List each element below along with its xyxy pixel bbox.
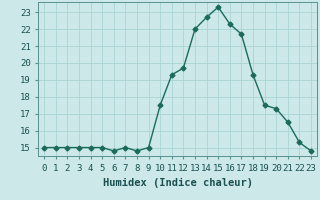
X-axis label: Humidex (Indice chaleur): Humidex (Indice chaleur) <box>103 178 252 188</box>
